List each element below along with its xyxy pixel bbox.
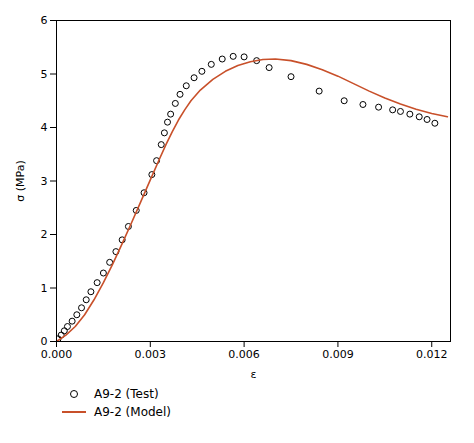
svg-text:1: 1	[41, 282, 48, 295]
svg-text:4: 4	[41, 121, 48, 134]
svg-text:2: 2	[41, 228, 48, 241]
svg-text:σ (MPa): σ (MPa)	[14, 160, 27, 201]
svg-text:0.009: 0.009	[322, 348, 354, 361]
svg-text:0: 0	[41, 335, 48, 348]
svg-text:0.006: 0.006	[228, 348, 260, 361]
svg-text:6: 6	[41, 14, 48, 27]
svg-text:0.012: 0.012	[416, 348, 448, 361]
svg-text:0.003: 0.003	[135, 348, 167, 361]
html-text:A9-2 (Model): A9-2 (Model)	[94, 405, 171, 419]
html-text:A9-2 (Test): A9-2 (Test)	[94, 387, 159, 401]
svg-text:0.000: 0.000	[41, 348, 73, 361]
svg-text:5: 5	[41, 68, 48, 81]
svg-text:3: 3	[41, 175, 48, 188]
svg-text:ε: ε	[251, 368, 257, 381]
